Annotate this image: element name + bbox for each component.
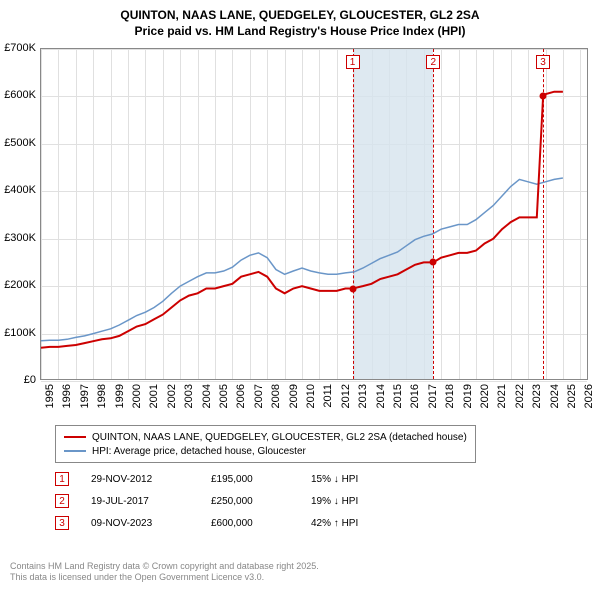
event-row: 2 19-JUL-2017£250,00019% ↓ HPI xyxy=(55,490,391,512)
legend-swatch xyxy=(64,436,86,438)
event-marker: 3 xyxy=(55,516,69,530)
xtick-label: 2023 xyxy=(531,384,543,412)
footer-block: Contains HM Land Registry data © Crown c… xyxy=(10,561,319,584)
event-date: 29-NOV-2012 xyxy=(91,474,211,485)
xtick-label: 1998 xyxy=(96,384,108,412)
xtick-label: 1999 xyxy=(114,384,126,412)
event-pct: 15% ↓ HPI xyxy=(311,474,391,485)
title-line-1: QUINTON, NAAS LANE, QUEDGELEY, GLOUCESTE… xyxy=(10,8,590,24)
event-price: £195,000 xyxy=(211,474,311,485)
xtick-label: 2005 xyxy=(218,384,230,412)
event-marker: 2 xyxy=(55,494,69,508)
xtick-label: 2020 xyxy=(479,384,491,412)
plot-area: 1 2 3 xyxy=(40,48,588,380)
xtick-label: 2019 xyxy=(462,384,474,412)
event-row: 1 29-NOV-2012£195,00015% ↓ HPI xyxy=(55,468,391,490)
events-table: 1 29-NOV-2012£195,00015% ↓ HPI 2 19-JUL-201… xyxy=(55,468,391,534)
sale-marker: 3 xyxy=(536,55,550,69)
xtick-label: 2001 xyxy=(148,384,160,412)
grid-h xyxy=(41,381,587,382)
ytick-label: £300K xyxy=(0,232,36,244)
xtick-label: 2011 xyxy=(322,384,334,412)
xtick-label: 2025 xyxy=(566,384,578,412)
legend-label: HPI: Average price, detached house, Glou… xyxy=(92,446,306,457)
event-pct: 42% ↑ HPI xyxy=(311,518,391,529)
xtick-label: 2010 xyxy=(305,384,317,412)
xtick-label: 2002 xyxy=(166,384,178,412)
title-line-2: Price paid vs. HM Land Registry's House … xyxy=(10,24,590,40)
event-marker: 1 xyxy=(55,472,69,486)
xtick-label: 2024 xyxy=(549,384,561,412)
ytick-label: £400K xyxy=(0,184,36,196)
xtick-label: 2008 xyxy=(270,384,282,412)
legend-label: QUINTON, NAAS LANE, QUEDGELEY, GLOUCESTE… xyxy=(92,432,467,443)
xtick-label: 2009 xyxy=(288,384,300,412)
ytick-label: £600K xyxy=(0,89,36,101)
event-price: £600,000 xyxy=(211,518,311,529)
event-pct: 19% ↓ HPI xyxy=(311,496,391,507)
xtick-label: 1996 xyxy=(61,384,73,412)
xtick-label: 2014 xyxy=(375,384,387,412)
event-date: 19-JUL-2017 xyxy=(91,496,211,507)
ytick-label: £100K xyxy=(0,327,36,339)
series-line xyxy=(41,178,563,341)
xtick-label: 2022 xyxy=(514,384,526,412)
xtick-label: 2016 xyxy=(409,384,421,412)
event-price: £250,000 xyxy=(211,496,311,507)
footer-line-1: Contains HM Land Registry data © Crown c… xyxy=(10,561,319,573)
ytick-label: £200K xyxy=(0,279,36,291)
sale-dot xyxy=(540,93,547,100)
ytick-label: £0 xyxy=(0,374,36,386)
legend-box: QUINTON, NAAS LANE, QUEDGELEY, GLOUCESTE… xyxy=(55,425,476,463)
xtick-label: 2013 xyxy=(357,384,369,412)
ytick-label: £700K xyxy=(0,42,36,54)
sale-marker: 1 xyxy=(346,55,360,69)
xtick-label: 2006 xyxy=(235,384,247,412)
xtick-label: 2017 xyxy=(427,384,439,412)
sale-dot xyxy=(349,285,356,292)
title-block: QUINTON, NAAS LANE, QUEDGELEY, GLOUCESTE… xyxy=(0,0,600,43)
sale-dot xyxy=(430,259,437,266)
chart-container: QUINTON, NAAS LANE, QUEDGELEY, GLOUCESTE… xyxy=(0,0,600,590)
legend-row: QUINTON, NAAS LANE, QUEDGELEY, GLOUCESTE… xyxy=(64,430,467,444)
footer-line-2: This data is licensed under the Open Gov… xyxy=(10,572,319,584)
legend-swatch xyxy=(64,450,86,452)
series-svg xyxy=(41,49,589,381)
xtick-label: 2021 xyxy=(496,384,508,412)
xtick-label: 2026 xyxy=(583,384,595,412)
event-date: 09-NOV-2023 xyxy=(91,518,211,529)
xtick-label: 1997 xyxy=(79,384,91,412)
xtick-label: 1995 xyxy=(44,384,56,412)
series-line xyxy=(41,92,563,348)
sale-marker: 2 xyxy=(426,55,440,69)
xtick-label: 2003 xyxy=(183,384,195,412)
xtick-label: 2007 xyxy=(253,384,265,412)
xtick-label: 2015 xyxy=(392,384,404,412)
xtick-label: 2012 xyxy=(340,384,352,412)
event-row: 3 09-NOV-2023£600,00042% ↑ HPI xyxy=(55,512,391,534)
xtick-label: 2004 xyxy=(201,384,213,412)
ytick-label: £500K xyxy=(0,137,36,149)
legend-row: HPI: Average price, detached house, Glou… xyxy=(64,444,467,458)
xtick-label: 2000 xyxy=(131,384,143,412)
xtick-label: 2018 xyxy=(444,384,456,412)
